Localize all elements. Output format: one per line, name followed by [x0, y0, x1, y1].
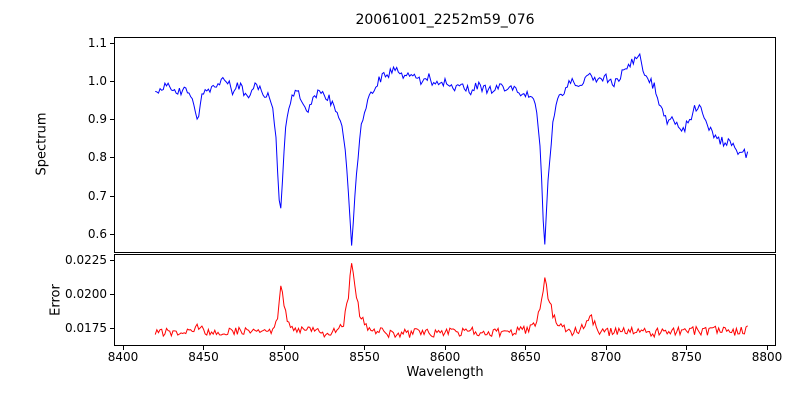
error-plot-area: [114, 254, 776, 346]
x-tick-mark: [525, 346, 526, 350]
x-tick-mark: [686, 346, 687, 350]
spectrum-y-tick-mark: [110, 233, 114, 235]
x-tick-label: 8600: [429, 350, 461, 364]
spectrum-data-line: [155, 52, 749, 246]
spectrum-plot-area: [114, 37, 776, 253]
error-y-tick-label: 0.0175: [65, 321, 107, 336]
error-data-line: [154, 263, 748, 339]
x-tick-mark: [122, 346, 124, 350]
x-tick-label: 8750: [671, 350, 702, 364]
x-tick-mark: [203, 346, 204, 350]
chart-title: 20061001_2252m59_076: [355, 12, 535, 28]
error-line-svg: [154, 263, 748, 339]
spectrum-y-tick-mark: [110, 81, 114, 83]
spectrum-y-tick-mark: [110, 43, 114, 45]
error-y-tick-mark: [110, 328, 114, 330]
spectrum-y-tick-label: 0.7: [87, 188, 107, 203]
error-y-tick-mark: [110, 294, 114, 295]
spectrum-y-tick-label: 1.1: [87, 36, 107, 51]
error-y-tick-label: 0.0225: [65, 253, 107, 267]
y-axis-label-spectrum: Spectrum: [34, 112, 50, 176]
x-tick-mark: [283, 346, 285, 350]
x-tick-label: 8400: [107, 350, 139, 364]
x-axis-label: Wavelength: [406, 365, 484, 380]
error-y-tick-mark: [110, 260, 114, 261]
x-tick-mark: [766, 346, 768, 350]
x-tick-label: 8450: [188, 350, 219, 364]
x-tick-mark: [364, 346, 365, 350]
spectrum-y-tick-label: 0.6: [87, 226, 107, 241]
spectrum-y-tick-mark: [110, 157, 114, 159]
spectrum-y-tick-label: 0.9: [87, 112, 107, 127]
x-tick-mark: [605, 346, 607, 350]
error-y-tick-label: 0.0200: [65, 287, 107, 301]
x-tick-label: 8500: [268, 350, 300, 364]
spectrum-y-tick-mark: [110, 195, 114, 197]
x-tick-label: 8800: [751, 350, 783, 364]
spectrum-line-svg: [155, 52, 749, 246]
spectrum-y-tick-mark: [110, 119, 114, 121]
x-tick-label: 8650: [510, 350, 541, 364]
x-tick-label: 8700: [590, 350, 622, 364]
x-tick-mark: [444, 346, 446, 350]
spectrum-y-tick-label: 0.8: [87, 150, 107, 165]
spectrum-y-tick-label: 1.0: [87, 74, 107, 89]
x-tick-label: 8550: [349, 350, 380, 364]
